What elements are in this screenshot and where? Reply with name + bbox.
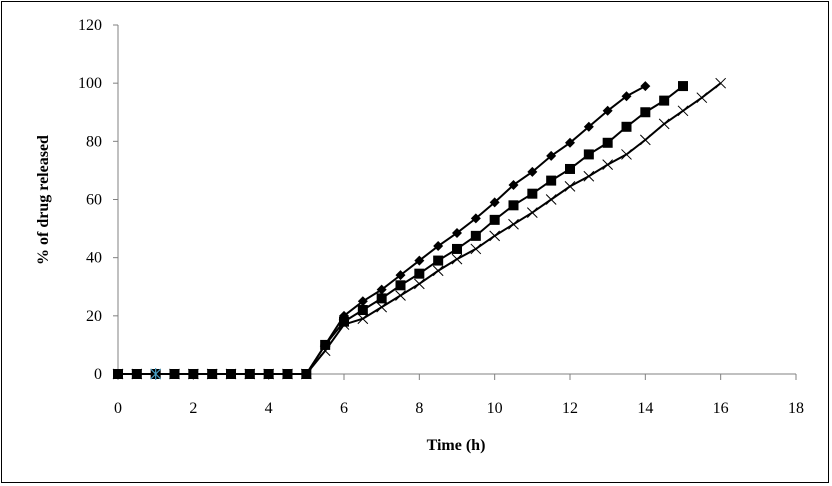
data-point-diamond [546, 150, 557, 161]
data-point-x [282, 368, 293, 380]
data-point-x [300, 368, 312, 380]
data-point-square [678, 81, 688, 92]
data-point-diamond [395, 270, 406, 281]
data-point-diamond [508, 179, 519, 190]
data-point-x [564, 181, 576, 192]
data-point-square [583, 149, 594, 160]
y-tick-label: 80 [86, 133, 102, 150]
series-3 [112, 77, 727, 380]
x-tick-label: 0 [114, 400, 122, 417]
data-point-diamond [414, 255, 425, 266]
data-point-square [621, 121, 632, 132]
data-point-square [320, 339, 331, 350]
data-point-x [112, 368, 124, 380]
data-point-square [433, 255, 444, 266]
data-point-square [357, 305, 368, 316]
data-point-x [169, 368, 180, 380]
data-point-x [677, 105, 689, 117]
data-point-square [339, 316, 349, 327]
y-tick-label: 100 [78, 75, 102, 92]
data-point-square [489, 214, 500, 225]
data-point-x [658, 118, 670, 130]
data-point-diamond [489, 197, 500, 208]
data-point-diamond [640, 81, 651, 92]
y-tick-label: 60 [86, 192, 102, 209]
data-point-square [602, 137, 613, 148]
data-point-diamond [527, 166, 538, 177]
data-point-x [263, 368, 275, 380]
data-point-square [452, 243, 462, 254]
x-tick-label: 12 [562, 400, 578, 417]
data-point-x [526, 207, 538, 218]
y-axis-label: % of drug released [35, 135, 52, 265]
x-tick-label: 18 [788, 400, 804, 417]
data-point-diamond [602, 105, 613, 116]
data-point-x [338, 319, 350, 330]
data-point-square [527, 188, 538, 199]
data-point-x [225, 368, 237, 380]
data-point-x [413, 278, 425, 290]
series-line [118, 85, 684, 375]
data-point-x [244, 368, 256, 380]
series-1 [113, 81, 651, 379]
data-point-square [414, 268, 425, 279]
data-point-x [715, 77, 727, 89]
data-point-x [432, 265, 444, 277]
data-point-diamond [621, 91, 632, 102]
data-point-x [545, 194, 557, 205]
y-tick-label: 40 [86, 250, 102, 267]
data-point-square [565, 163, 575, 174]
data-point-x [395, 290, 406, 301]
data-point-x [489, 230, 501, 242]
data-point-x [206, 368, 218, 380]
data-point-x [319, 345, 331, 357]
data-point-star [150, 368, 162, 380]
series-line [118, 85, 646, 375]
data-point-x [696, 92, 708, 104]
series-2 [113, 81, 688, 379]
data-point-diamond [583, 121, 594, 132]
data-point-diamond [470, 213, 481, 224]
x-tick-label: 6 [340, 400, 348, 417]
data-point-square [546, 175, 557, 186]
data-point-square [395, 280, 406, 291]
data-point-x [621, 149, 632, 160]
x-tick-label: 16 [713, 400, 729, 417]
x-tick-label: 10 [487, 400, 503, 417]
x-tick-label: 4 [265, 400, 273, 417]
data-point-square [640, 107, 651, 118]
data-point-x [376, 301, 388, 313]
data-point-x [187, 368, 199, 380]
x-tick-label: 2 [189, 400, 197, 417]
data-point-diamond [357, 296, 368, 307]
data-point-x [583, 170, 595, 182]
data-point-diamond [565, 137, 575, 148]
data-point-x [451, 253, 463, 265]
data-point-square [376, 293, 387, 304]
data-point-x [602, 159, 614, 170]
data-point-x [508, 218, 519, 230]
data-point-square [508, 200, 519, 211]
y-tick-label: 0 [94, 366, 102, 383]
data-point-square [470, 230, 481, 241]
x-axis-label: Time (h) [427, 437, 486, 454]
y-tick-label: 20 [86, 308, 102, 325]
data-point-diamond [452, 227, 462, 238]
data-point-square [659, 95, 670, 106]
data-point-x [357, 313, 369, 325]
data-point-diamond [433, 241, 444, 252]
data-point-x [639, 134, 651, 146]
series-4 [150, 368, 162, 380]
data-point-x [131, 368, 143, 380]
x-tick-label: 14 [637, 400, 653, 417]
data-point-x [470, 243, 482, 255]
data-point-diamond [376, 284, 387, 295]
x-tick-label: 8 [415, 400, 423, 417]
y-tick-label: 120 [78, 17, 102, 34]
